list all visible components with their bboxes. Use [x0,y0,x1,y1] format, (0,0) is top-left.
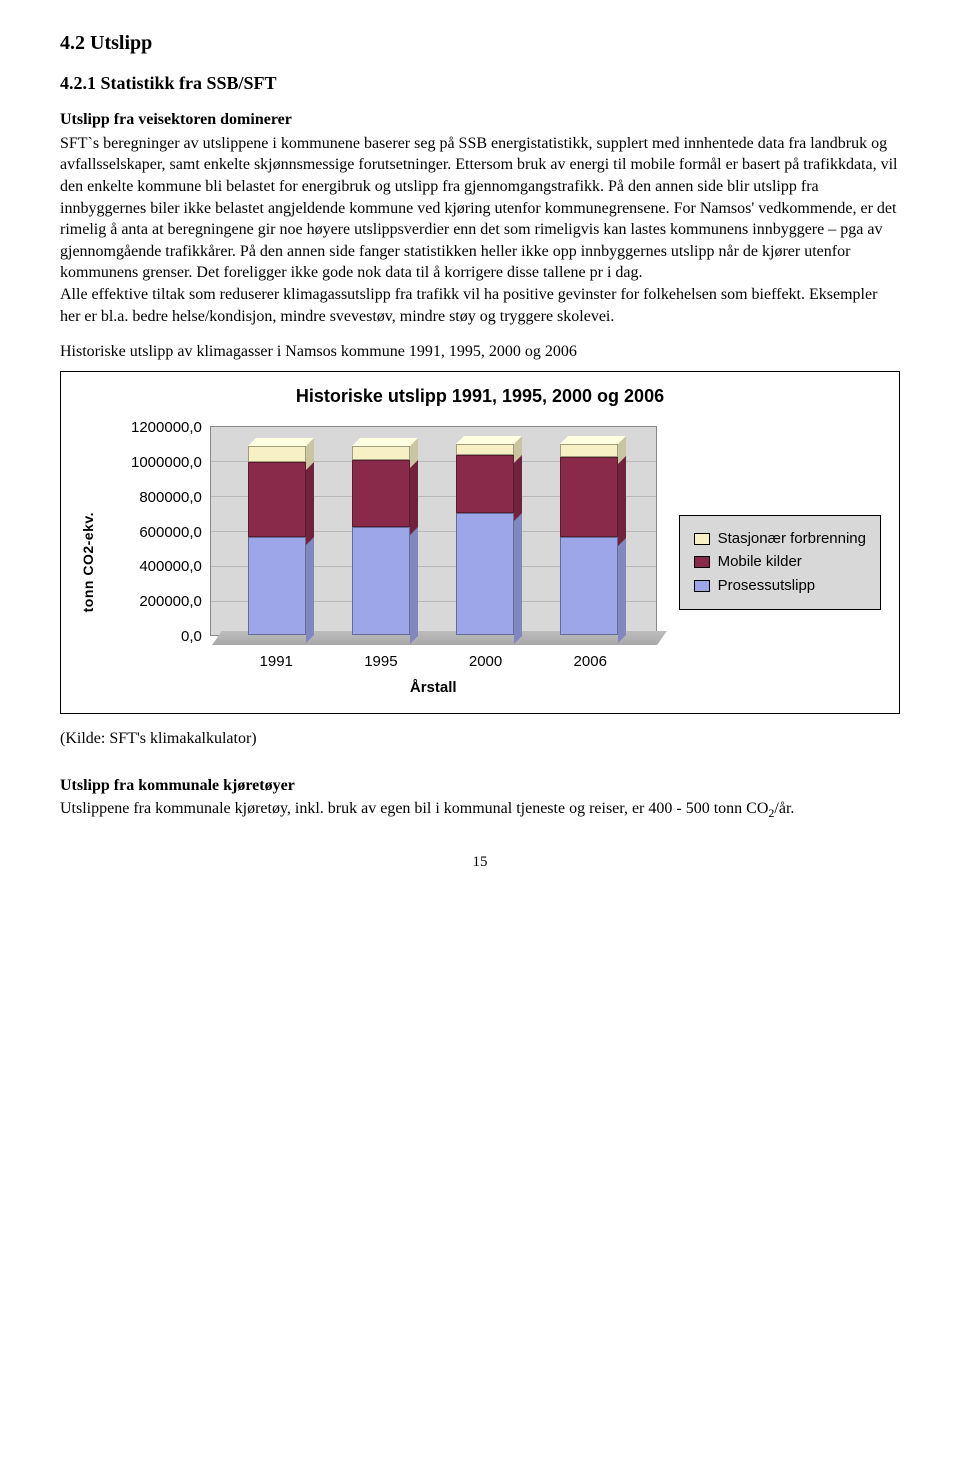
bar-segment [248,462,306,537]
bar-segment [352,460,410,527]
bar-segment [456,513,514,636]
body-text: SFT`s beregninger av utslippene i kommun… [60,135,898,282]
body-text: Alle effektive tiltak som reduserer klim… [60,286,877,325]
legend-swatch [694,580,710,592]
x-tick-label: 2006 [574,652,607,672]
y-axis-title: tonn CO2-ekv. [79,512,98,612]
y-tick-label: 1000000,0 [106,455,202,470]
y-tick-label: 400000,0 [106,559,202,574]
body-text-block: SFT`s beregninger av utslippene i kommun… [60,133,900,327]
bar-1991 [248,446,306,635]
legend-item: Mobile kilder [694,552,866,572]
bar-segment [456,455,514,513]
chart-plot-area [210,426,657,636]
paragraph-subheading-emissions-road: Utslipp fra veisektoren dominerer [60,109,900,131]
body-text-fragment: Utslippene fra kommunale kjøretøy, inkl.… [60,800,768,817]
x-tick-label: 2000 [469,652,502,672]
bar-2000 [456,444,514,635]
bar-segment [352,527,410,636]
page-number: 15 [60,852,900,872]
section-heading: 4.2 Utslipp [60,30,900,57]
legend-item: Prosessutslipp [694,576,866,596]
bar-segment [352,446,410,460]
body-text-fragment: /år. [774,800,794,817]
paragraph-subheading-municipal-vehicles: Utslipp fra kommunale kjøretøyer [60,775,900,797]
chart-source: (Kilde: SFT's klimakalkulator) [60,728,900,750]
bar-2006 [560,444,618,635]
chart-container: Historiske utslipp 1991, 1995, 2000 og 2… [60,371,900,714]
y-tick-label: 800000,0 [106,490,202,505]
x-tick-label: 1991 [260,652,293,672]
x-axis-labels: 1991 1995 2000 2006 [210,652,657,672]
chart-caption: Historiske utslipp av klimagasser i Nams… [60,341,900,363]
y-tick-label: 600000,0 [106,525,202,540]
legend-item: Stasjonær forbrenning [694,529,866,549]
bar-segment [248,537,306,635]
x-axis-title: Årstall [210,678,657,698]
legend-label: Prosessutslipp [718,576,816,596]
y-tick-label: 0,0 [106,629,202,644]
legend-label: Mobile kilder [718,552,802,572]
legend-swatch [694,556,710,568]
x-tick-label: 1995 [364,652,397,672]
bar-1995 [352,446,410,635]
body-text: Utslippene fra kommunale kjøretøy, inkl.… [60,798,900,821]
legend-label: Stasjonær forbrenning [718,529,866,549]
bar-segment [560,444,618,456]
bar-segment [456,444,514,455]
chart-legend: Stasjonær forbrenning Mobile kilder Proses… [679,515,881,610]
bar-segment [560,457,618,538]
chart-title: Historiske utslipp 1991, 1995, 2000 og 2… [79,384,881,408]
y-tick-label: 1200000,0 [106,420,202,435]
bar-segment [248,446,306,462]
subsection-heading: 4.2.1 Statistikk fra SSB/SFT [60,71,900,95]
legend-swatch [694,533,710,545]
y-axis-labels: 1200000,01000000,0800000,0600000,0400000… [106,426,202,650]
bar-segment [560,537,618,635]
y-tick-label: 200000,0 [106,594,202,609]
